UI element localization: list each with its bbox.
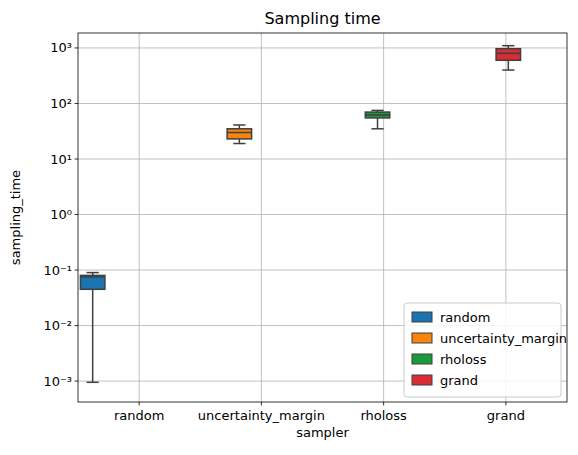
chart: 10⁻³ 10⁻² 10⁻¹ 10⁰ 10¹ 10² 10³ random uncertaint… xyxy=(0,0,578,455)
y-grid-line xyxy=(78,159,567,160)
y-tick-label: 10² xyxy=(50,96,72,111)
legend-label: uncertainty_margin xyxy=(440,331,567,346)
legend-swatch xyxy=(412,375,432,385)
box xyxy=(496,49,520,61)
plot-frame xyxy=(78,33,567,402)
y-grid-line xyxy=(78,103,567,104)
x-axis-label: sampler xyxy=(296,425,349,440)
x-tick-label: grand xyxy=(487,408,525,423)
y-tick-label: 10¹ xyxy=(50,152,72,167)
y-grid-line xyxy=(78,270,567,271)
y-tick xyxy=(75,325,79,326)
lower-whisker xyxy=(377,118,379,129)
y-tick-label: 10⁻¹ xyxy=(43,263,72,278)
y-grid-line xyxy=(78,214,567,215)
x-tick xyxy=(261,402,262,406)
median xyxy=(365,114,389,116)
lower-cap xyxy=(233,143,245,145)
y-tick-label: 10⁰ xyxy=(50,207,72,222)
y-tick-label: 10³ xyxy=(50,40,72,55)
box xyxy=(227,129,251,139)
x-tick xyxy=(505,402,506,406)
legend-label: random xyxy=(440,310,490,325)
legend-swatch xyxy=(412,354,432,364)
lower-cap xyxy=(502,69,514,71)
legend-frame xyxy=(404,303,561,397)
y-axis-label: sampling_time xyxy=(8,170,23,265)
x-tick-label: random xyxy=(114,408,164,423)
x-tick xyxy=(383,402,384,406)
legend-swatch xyxy=(412,333,432,343)
x-grid-line xyxy=(139,33,140,402)
box xyxy=(365,112,389,118)
lower-cap xyxy=(371,128,383,130)
y-tick-label: 10⁻² xyxy=(43,318,72,333)
y-tick xyxy=(75,103,79,104)
y-tick xyxy=(75,214,79,215)
upper-cap xyxy=(233,124,245,126)
upper-cap xyxy=(87,272,99,274)
lower-cap xyxy=(87,382,99,384)
lower-whisker xyxy=(92,289,94,382)
x-tick-label: uncertainty_margin xyxy=(198,408,325,423)
y-tick xyxy=(75,270,79,271)
upper-cap xyxy=(371,110,383,112)
legend-swatch xyxy=(412,312,432,322)
upper-cap xyxy=(502,45,514,47)
box xyxy=(80,275,104,289)
legend-label: rholoss xyxy=(440,352,487,367)
y-tick xyxy=(75,47,79,48)
title: Sampling time xyxy=(264,9,380,28)
legend-label: grand xyxy=(440,373,478,388)
y-tick-label: 10⁻³ xyxy=(43,374,72,389)
lower-whisker xyxy=(508,60,510,70)
x-grid-line xyxy=(383,33,384,402)
median xyxy=(80,276,104,278)
x-tick xyxy=(139,402,140,406)
x-grid-line xyxy=(261,33,262,402)
median xyxy=(496,53,520,55)
y-tick xyxy=(75,381,79,382)
legend: random uncertainty_marginrholoss grand xyxy=(404,303,567,397)
y-tick xyxy=(75,159,79,160)
x-tick-label: rholoss xyxy=(360,408,407,423)
median xyxy=(227,132,251,134)
y-grid-line xyxy=(78,47,567,48)
